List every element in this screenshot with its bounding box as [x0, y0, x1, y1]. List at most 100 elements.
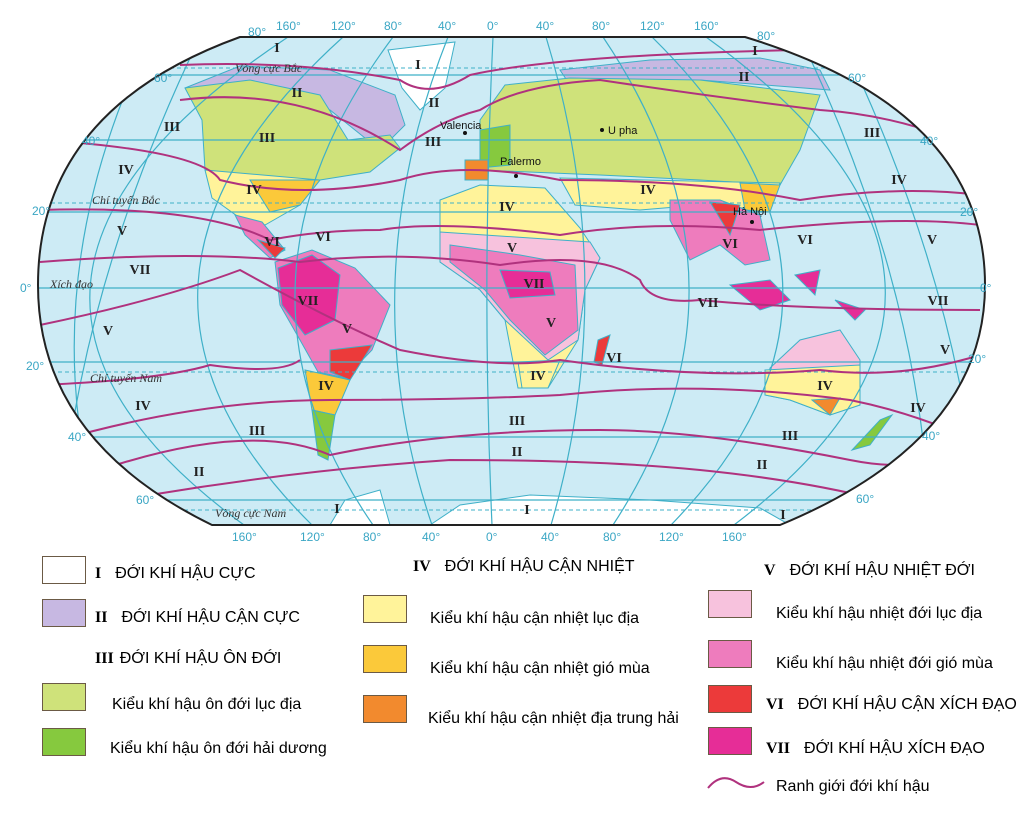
zone-label: III: [864, 126, 880, 141]
south-africa: [517, 359, 561, 389]
zone-label: VI: [722, 237, 738, 252]
swatch-polar: [42, 556, 86, 584]
zone-label: VII: [927, 294, 948, 309]
legend-temperate-continental: Kiểu khí hậu ôn đới lục địa: [112, 696, 302, 713]
deg-label: 80°: [248, 25, 266, 39]
zone-label: V: [117, 224, 127, 239]
zone-label: VI: [264, 235, 280, 250]
zone-label: III: [509, 414, 525, 429]
lat-label: 40°: [922, 429, 940, 443]
zone-label: VI: [315, 230, 331, 245]
zone-label: III: [259, 131, 275, 146]
zone-label: III: [782, 429, 798, 444]
legend-tropical: V ĐỚI KHÍ HẬU NHIỆT ĐỚI: [764, 562, 975, 579]
zone-label: VII: [297, 294, 318, 309]
lat-label: 40°: [920, 134, 938, 148]
deg-label: 0°: [486, 530, 498, 544]
lat-label: 20°: [26, 359, 44, 373]
zone-label: V: [342, 322, 352, 337]
deg-label: 80°: [363, 530, 381, 544]
zone-label: III: [249, 424, 265, 439]
zone-label: V: [546, 316, 556, 331]
zone-label: V: [507, 241, 517, 256]
zone-label: IV: [318, 379, 334, 394]
legend-temperate-oceanic: Kiểu khí hậu ôn đới hải dương: [110, 740, 327, 757]
meridian: [602, 37, 690, 525]
zone-label: IV: [499, 200, 515, 215]
zone-label: I: [780, 508, 785, 523]
lat-label: 0°: [20, 281, 32, 295]
city-valencia: Valencia: [440, 120, 482, 132]
new-zealand: [850, 413, 894, 451]
indonesia: [728, 269, 866, 321]
left-latitude-labels: 60° 40° 20° 0° 20° 40° 60°: [20, 71, 172, 507]
deg-label: 120°: [640, 19, 665, 33]
boundary-line-icon: [707, 777, 765, 789]
cities: Valencia U pha Palermo Hà Nội: [440, 120, 767, 224]
zone-label: VI: [797, 233, 813, 248]
bottom-degree-labels: 160° 120° 80° 40° 0° 40° 80° 120° 160°: [232, 530, 747, 544]
deg-label: 160°: [694, 19, 719, 33]
deg-label: 80°: [384, 19, 402, 33]
zone-label: IV: [891, 173, 907, 188]
deg-label: 120°: [331, 19, 356, 33]
swatch-subpolar: [42, 599, 86, 627]
zone-label: III: [425, 135, 441, 150]
legend-tropical-monsoon: Kiểu khí hậu nhiệt đới gió mùa: [776, 655, 993, 672]
zone-label: IV: [817, 379, 833, 394]
deg-label: 80°: [603, 530, 621, 544]
map-border: [36, 36, 987, 526]
swatch-equatorial: [708, 727, 752, 755]
city-palermo: Palermo: [500, 156, 541, 168]
zone-label: V: [103, 324, 113, 339]
zone-label: IV: [910, 401, 926, 416]
africa-equatorial: [499, 269, 556, 299]
equator-label: Xích đạo: [49, 277, 93, 291]
deg-label: 160°: [232, 530, 257, 544]
swatch-subequatorial: [708, 685, 752, 713]
zone-label: VI: [606, 351, 622, 366]
swatch-temperate-continental: [42, 683, 86, 711]
zone-label: I: [334, 502, 339, 517]
greenland: [387, 41, 456, 111]
zone-label: II: [429, 96, 440, 111]
legend-equatorial: VII ĐỚI KHÍ HẬU XÍCH ĐẠO: [766, 740, 985, 757]
zone-label: I: [524, 503, 529, 518]
swatch-subtropical-continental: [363, 595, 407, 623]
zone-label: II: [757, 458, 768, 473]
zone-label: VII: [697, 296, 718, 311]
legend-subtropical-monsoon: Kiểu khí hậu cận nhiệt gió mùa: [430, 660, 650, 677]
zone-label: IV: [530, 369, 546, 384]
meridian: [394, 37, 449, 525]
lat-label: 0°: [980, 281, 992, 295]
top-degree-labels: 80° 160° 120° 80° 40° 0° 40° 80° 120° 16…: [248, 19, 775, 43]
north-america: [184, 79, 401, 181]
city-upha: U pha: [608, 125, 638, 137]
swatch-tropical-monsoon: [708, 640, 752, 668]
meridian: [197, 37, 344, 525]
lat-label: 60°: [856, 492, 874, 506]
zone-label: I: [752, 44, 757, 59]
legend-boundary: Ranh giới đới khí hậu: [776, 778, 930, 795]
arctic-circle-label: Vòng cực Bắc: [235, 61, 303, 75]
legend-polar: I ĐỚI KHÍ HẬU CỰC: [95, 565, 256, 582]
zone-label: IV: [135, 399, 151, 414]
swatch-subtropical-mediterranean: [363, 695, 407, 723]
swatch-tropical-continental: [708, 590, 752, 618]
lat-label: 40°: [68, 430, 86, 444]
deg-label: 40°: [438, 19, 456, 33]
zone-label: IV: [640, 183, 656, 198]
legend-subpolar: II ĐỚI KHÍ HẬU CẬN CỰC: [95, 609, 300, 626]
deg-label: 80°: [757, 29, 775, 43]
lat-label: 20°: [968, 352, 986, 366]
lat-label: 60°: [848, 71, 866, 85]
eurasia: [479, 77, 821, 186]
zone-label: II: [292, 86, 303, 101]
deg-label: 160°: [722, 530, 747, 544]
legend-subtropical-continental: Kiểu khí hậu cận nhiệt lục địa: [430, 610, 640, 627]
deg-label: 0°: [487, 19, 499, 33]
zone-label: II: [512, 445, 523, 460]
deg-label: 40°: [536, 19, 554, 33]
swatch-temperate-oceanic: [42, 728, 86, 756]
lat-label: 60°: [154, 71, 172, 85]
